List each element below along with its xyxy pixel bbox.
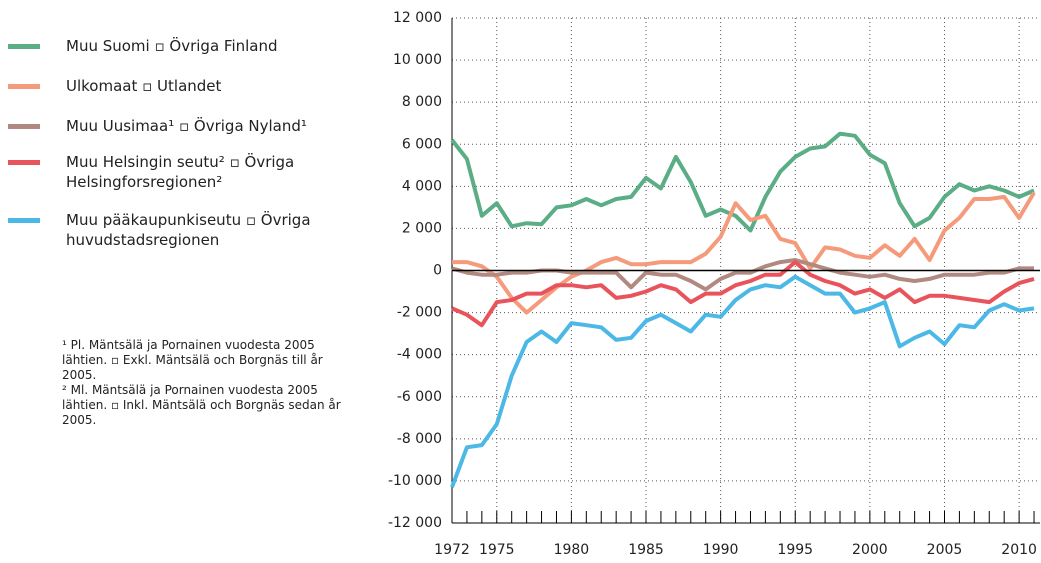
x-tick-label: 2005 xyxy=(927,542,963,558)
legend-item: Ulkomaat ▫ Utlandet xyxy=(8,76,336,96)
legend-label: Ulkomaat ▫ Utlandet xyxy=(66,77,222,95)
series-line xyxy=(451,260,1035,328)
series-line xyxy=(452,191,1036,315)
x-tick-label: 1985 xyxy=(628,542,664,558)
x-tick-label: 1972 xyxy=(434,542,470,558)
legend-label: Muu Suomi ▫ Övriga Finland xyxy=(66,37,278,55)
legend-item: Muu Helsingin seutu² ▫ Övriga Helsingfor… xyxy=(8,152,336,192)
y-tick-label: -2 000 xyxy=(397,305,442,321)
legend-swatch xyxy=(8,44,40,49)
x-tick-label: 1975 xyxy=(479,542,515,558)
x-tick-label: 1995 xyxy=(777,542,813,558)
legend-swatch xyxy=(8,84,40,89)
y-tick-label: 8 000 xyxy=(402,94,442,110)
y-tick-label: -6 000 xyxy=(397,389,442,405)
footnote: ² Ml. Mäntsälä ja Pornainen vuodesta 200… xyxy=(62,383,341,427)
legend-label: Muu Uusimaa¹ ▫ Övriga Nyland¹ xyxy=(66,117,307,135)
y-tick-label: 0 xyxy=(433,263,442,279)
legend-label: Muu Helsingin seutu² ▫ Övriga Helsingfor… xyxy=(66,153,295,191)
y-tick-label: 4 000 xyxy=(402,178,442,194)
y-tick-label: 10 000 xyxy=(393,52,442,68)
legend-swatch xyxy=(8,160,40,165)
footnotes: ¹ Pl. Mäntsälä ja Pornainen vuodesta 200… xyxy=(62,338,352,428)
y-tick-label: -10 000 xyxy=(388,473,442,489)
y-tick-label: 12 000 xyxy=(393,10,442,26)
y-tick-label: -12 000 xyxy=(388,515,442,531)
legend-item: Muu Suomi ▫ Övriga Finland xyxy=(8,36,336,56)
y-tick-label: -8 000 xyxy=(397,431,442,447)
y-tick-label: -4 000 xyxy=(397,347,442,363)
legend-item: Muu Uusimaa¹ ▫ Övriga Nyland¹ xyxy=(8,116,336,136)
y-tick-label: 6 000 xyxy=(402,136,442,152)
legend-swatch xyxy=(8,218,40,223)
series-line xyxy=(450,131,1035,233)
x-tick-label: 2000 xyxy=(852,542,888,558)
y-tick-label: 2 000 xyxy=(402,220,442,236)
x-tick-label: 1990 xyxy=(703,542,739,558)
legend-label: Muu pääkaupunkiseutu ▫ Övriga huvudstads… xyxy=(66,211,311,249)
series-line xyxy=(450,274,1035,488)
footnote: ¹ Pl. Mäntsälä ja Pornainen vuodesta 200… xyxy=(62,338,323,382)
legend-item: Muu pääkaupunkiseutu ▫ Övriga huvudstads… xyxy=(8,210,336,250)
x-tick-label: 2010 xyxy=(1001,542,1037,558)
x-tick-label: 1980 xyxy=(554,542,590,558)
legend-swatch xyxy=(8,124,40,129)
